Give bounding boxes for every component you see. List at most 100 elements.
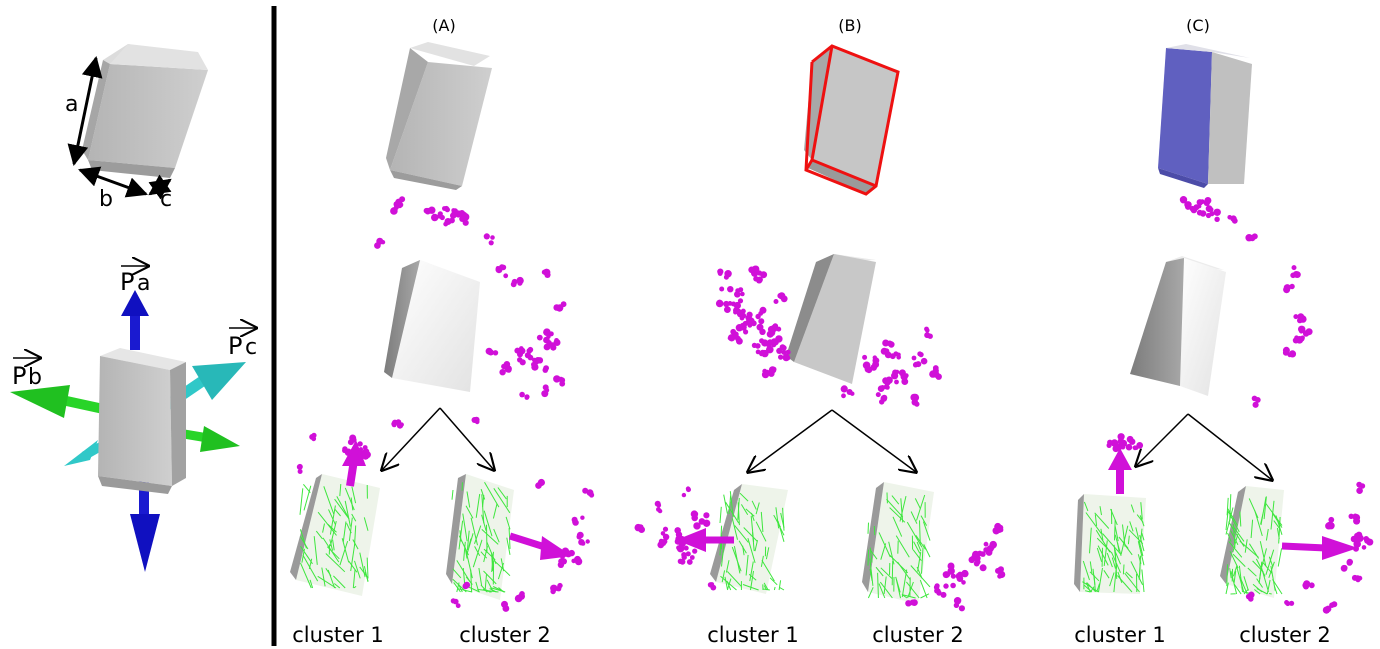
cloud-point: [1125, 443, 1133, 451]
cloud-point: [1214, 216, 1220, 222]
cloud-point: [1189, 205, 1196, 212]
fiber-stroke: [1270, 500, 1275, 530]
fiber-stroke: [1085, 512, 1102, 534]
fiber-stroke: [769, 577, 778, 586]
cloud-point: [864, 365, 872, 373]
fiber-stroke: [1099, 506, 1102, 516]
cloud-point: [580, 515, 585, 520]
cloud-point: [884, 379, 891, 386]
fiber-stroke: [483, 510, 493, 537]
fiber-stroke: [760, 511, 764, 533]
fiber-stroke: [1248, 543, 1260, 559]
cloud-point: [1179, 196, 1188, 204]
fiber-stroke: [480, 488, 486, 500]
cloud-point: [771, 366, 777, 372]
fiber-stroke: [299, 488, 304, 515]
fiber-stroke: [344, 487, 355, 511]
cloud-point: [1327, 522, 1335, 530]
cloud-point: [761, 349, 769, 358]
fiber-stroke: [1124, 572, 1140, 593]
cloud-point: [503, 273, 509, 279]
panel-b-split-arrow-right: [831, 409, 916, 472]
cloud-point: [751, 342, 758, 348]
cloud-point: [1282, 349, 1289, 356]
cloud-point: [559, 553, 566, 560]
fiber-stroke: [917, 552, 922, 572]
fiber-stroke: [1135, 527, 1144, 557]
fiber-stroke: [720, 575, 737, 591]
cloud-point: [390, 207, 398, 215]
fiber-stroke: [1239, 540, 1259, 558]
cloud-point: [311, 432, 317, 438]
pa-label: P a: [120, 266, 150, 296]
cloud-point: [396, 422, 404, 429]
fiber-stroke: [478, 567, 483, 586]
fiber-stroke: [748, 573, 757, 581]
cloud-point: [761, 371, 770, 379]
cloud-point: [1357, 575, 1363, 581]
fiber-stroke: [1256, 578, 1264, 588]
panel-a-point-cloud: [374, 196, 567, 428]
cloud-point: [692, 513, 698, 519]
cloud-point: [947, 567, 955, 575]
cloud-point: [735, 288, 741, 293]
cloud-point: [727, 335, 733, 341]
cloud-point: [767, 325, 775, 333]
cloud-point: [733, 310, 738, 315]
svg-text:a: a: [137, 271, 150, 296]
fiber-stroke: [1236, 566, 1245, 593]
fiber-stroke: [891, 560, 894, 586]
fiber-stroke: [775, 507, 780, 529]
fiber-stroke: [1083, 501, 1089, 512]
cloud-point: [556, 304, 564, 312]
cloud-point: [1254, 397, 1261, 403]
fiber-stroke: [464, 547, 468, 559]
panel-c-middle-box: [1130, 256, 1226, 396]
panel-b-title: (B): [838, 16, 861, 35]
fiber-stroke: [329, 539, 334, 551]
cloud-point: [1364, 537, 1371, 544]
fiber-stroke: [1082, 581, 1099, 593]
fiber-stroke: [1233, 570, 1237, 583]
fiber-stroke: [321, 567, 326, 587]
panel-b-cluster1-points: [634, 486, 717, 591]
cloud-point: [872, 357, 880, 364]
fiber-stroke: [901, 569, 908, 598]
cloud-point: [543, 328, 551, 337]
cloud-point: [674, 527, 681, 534]
fiber-stroke: [916, 541, 922, 552]
fiber-stroke: [728, 495, 732, 514]
fiber-stroke: [470, 517, 478, 546]
cloud-point: [1106, 442, 1112, 448]
cloud-point: [1299, 336, 1305, 342]
pb-label: P b: [12, 358, 42, 390]
fiber-stroke: [1141, 532, 1145, 541]
cloud-point: [1205, 212, 1212, 219]
fiber-stroke: [1084, 590, 1091, 593]
cloud-point: [557, 582, 563, 589]
fiber-stroke: [743, 527, 758, 542]
cloud-point: [761, 339, 769, 347]
panel-b: (B): [634, 16, 1006, 647]
cloud-point: [742, 320, 748, 327]
cloud-point: [1346, 558, 1354, 566]
fiber-stroke: [1277, 548, 1283, 567]
fiber-stroke: [723, 494, 728, 514]
fiber-stroke: [351, 513, 357, 522]
cloud-point: [683, 545, 689, 551]
fiber-stroke: [1263, 496, 1267, 520]
fiber-stroke: [1239, 511, 1242, 527]
cloud-point: [572, 519, 577, 525]
fiber-stroke: [329, 520, 337, 547]
cloud-point: [580, 541, 586, 546]
fiber-stroke: [1232, 564, 1238, 577]
cloud-point: [352, 445, 358, 451]
svg-text:b: b: [28, 365, 42, 390]
fiber-stroke: [867, 587, 874, 599]
fiber-stroke: [466, 530, 470, 551]
fiber-stroke: [350, 544, 356, 572]
panel-c-top-box: [1158, 44, 1252, 188]
fiber-stroke: [322, 523, 325, 533]
cloud-point: [527, 346, 534, 353]
fiber-stroke: [1226, 497, 1229, 516]
